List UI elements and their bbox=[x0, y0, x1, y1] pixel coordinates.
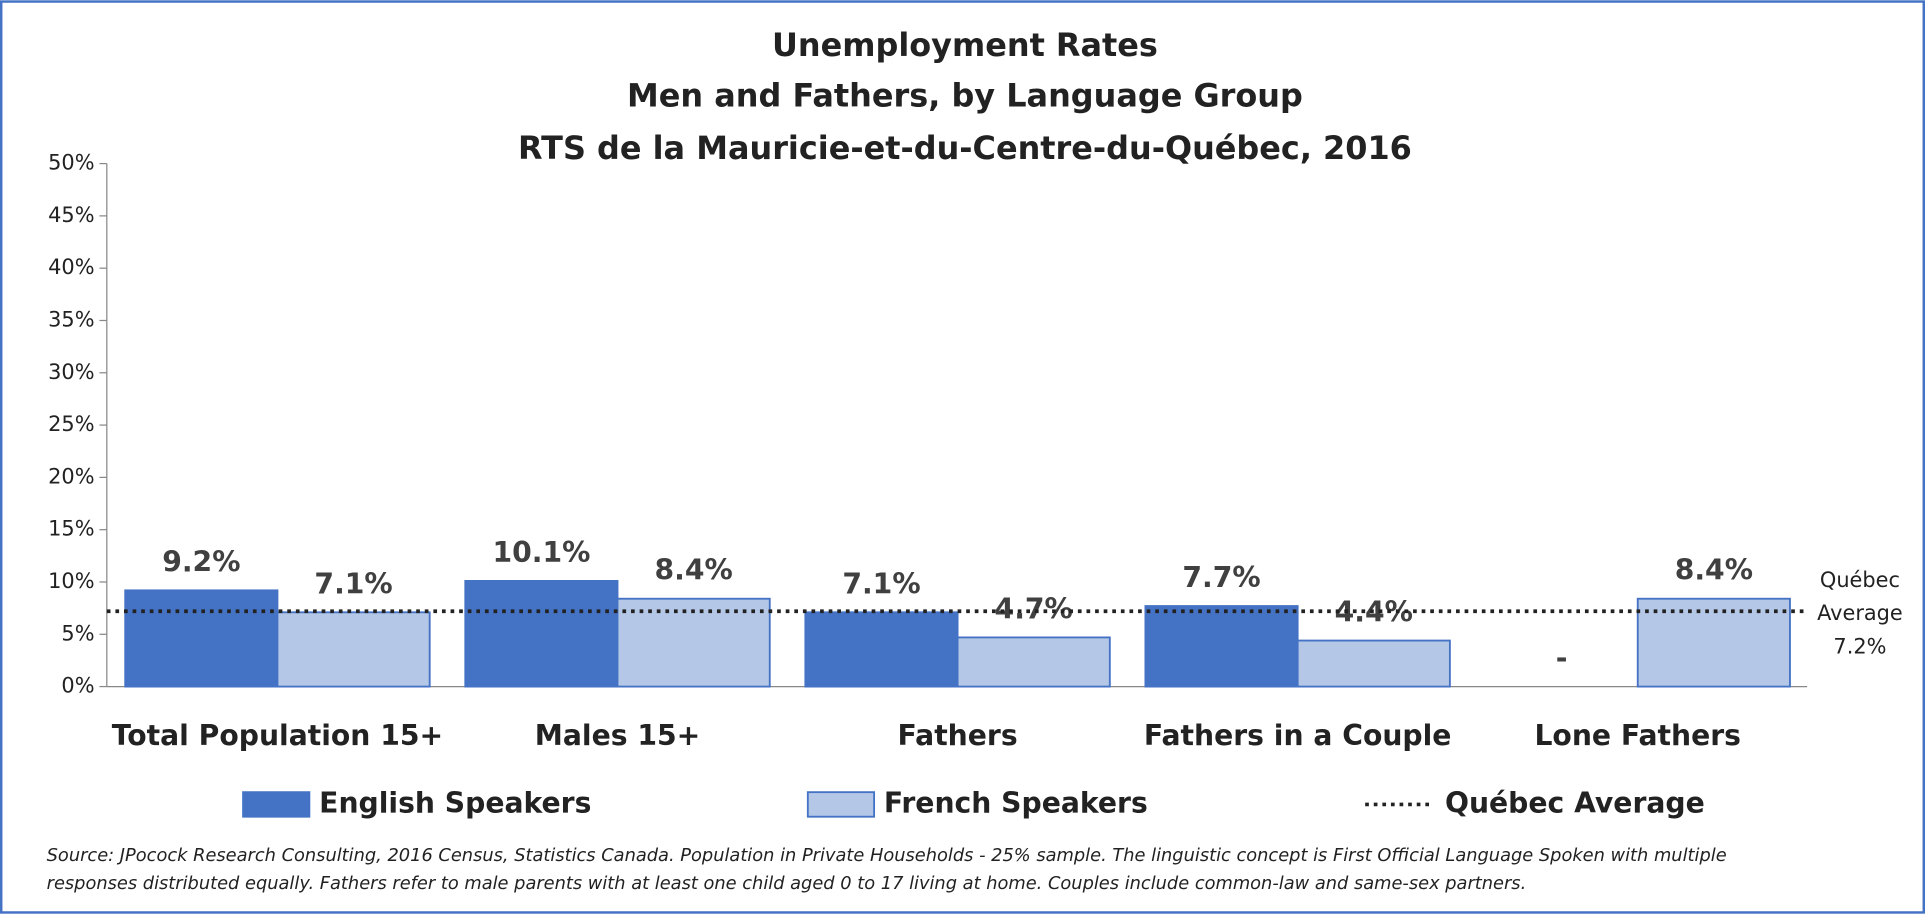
data-label: 7.7% bbox=[1182, 561, 1260, 594]
source-note: Source: JPocock Research Consulting, 201… bbox=[47, 845, 1727, 866]
bar bbox=[616, 597, 771, 688]
data-label: 7.1% bbox=[314, 567, 392, 600]
y-tick-label: 15% bbox=[48, 517, 94, 541]
y-tick-label: 35% bbox=[48, 307, 94, 331]
y-tick-label: 50% bbox=[48, 151, 94, 175]
data-label: 4.7% bbox=[995, 592, 1073, 625]
data-label: 8.4% bbox=[1675, 554, 1753, 587]
y-tick-label: 45% bbox=[48, 203, 94, 227]
legend-swatch bbox=[242, 791, 311, 818]
x-tick-label: Fathers bbox=[898, 719, 1018, 752]
chart-subtitle: Men and Fathers, by Language Group bbox=[627, 76, 1303, 114]
data-label: 7.1% bbox=[842, 567, 920, 600]
bar bbox=[276, 611, 431, 688]
bar bbox=[956, 636, 1111, 688]
y-tick-label: 40% bbox=[48, 255, 94, 279]
x-tick-label: Males 15+ bbox=[535, 719, 700, 752]
y-tick-label: 30% bbox=[48, 360, 94, 384]
data-label: 10.1% bbox=[492, 536, 590, 569]
legend-swatch bbox=[806, 791, 876, 818]
reference-annotation: Average bbox=[1817, 601, 1903, 625]
bar bbox=[804, 611, 959, 688]
y-tick-label: 20% bbox=[48, 464, 94, 488]
bar bbox=[124, 589, 279, 688]
data-label: 9.2% bbox=[162, 545, 240, 578]
chart-title: Unemployment Rates bbox=[772, 26, 1158, 64]
legend-label: French Speakers bbox=[884, 786, 1148, 819]
source-note: responses distributed equally. Fathers r… bbox=[47, 873, 1527, 894]
y-tick-label: 0% bbox=[61, 674, 94, 698]
y-tick-label: 5% bbox=[61, 621, 94, 645]
chart-subtitle: RTS de la Mauricie-et-du-Centre-du-Québe… bbox=[518, 129, 1412, 167]
data-label: 8.4% bbox=[655, 554, 733, 587]
x-tick-label: Lone Fathers bbox=[1534, 719, 1741, 752]
bar bbox=[1144, 605, 1299, 688]
legend-label: English Speakers bbox=[319, 786, 591, 819]
x-tick-label: Total Population 15+ bbox=[112, 719, 443, 752]
y-tick-label: 10% bbox=[48, 569, 94, 593]
bar bbox=[1296, 639, 1451, 688]
reference-annotation: Québec bbox=[1820, 568, 1900, 592]
y-tick-label: 25% bbox=[48, 412, 94, 436]
bar bbox=[464, 580, 619, 688]
x-tick-label: Fathers in a Couple bbox=[1144, 719, 1452, 752]
data-label: - bbox=[1556, 642, 1568, 675]
bar bbox=[1636, 597, 1791, 688]
reference-annotation: 7.2% bbox=[1833, 634, 1886, 658]
legend-label: Québec Average bbox=[1445, 786, 1705, 819]
